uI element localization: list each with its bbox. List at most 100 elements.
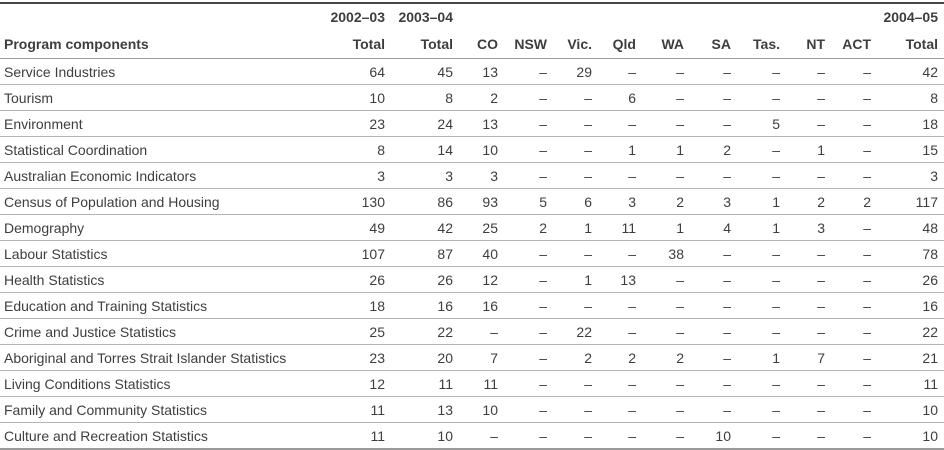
cell-value: – bbox=[731, 84, 780, 111]
cell-value: 11 bbox=[453, 370, 498, 397]
cell-value: 3 bbox=[453, 162, 498, 189]
cell-value: 25 bbox=[453, 214, 498, 241]
cell-value: 13 bbox=[453, 110, 498, 137]
cell-value: 40 bbox=[453, 240, 498, 267]
cell-value: 5 bbox=[731, 110, 780, 137]
cell-value: 42 bbox=[385, 214, 453, 241]
table-row: Demography 49 42 25 2 1 11 1 4 1 3–48 bbox=[0, 214, 944, 241]
cell-value: – bbox=[684, 110, 731, 137]
cell-value: 117 bbox=[871, 188, 944, 215]
cell-value: 13 bbox=[592, 266, 636, 293]
cell-value: 107 bbox=[310, 240, 385, 267]
cell-value: – bbox=[825, 422, 871, 450]
cell-value: – bbox=[498, 396, 547, 423]
row-label: Culture and Recreation Statistics bbox=[0, 422, 310, 450]
cell-value: – bbox=[498, 422, 547, 450]
cell-value: – bbox=[780, 110, 825, 137]
column-header-nt: NT bbox=[780, 30, 825, 59]
cell-value: – bbox=[684, 344, 731, 371]
cell-value: 2 bbox=[780, 188, 825, 215]
cell-value: 38 bbox=[636, 240, 684, 267]
cell-value: 1 bbox=[547, 266, 592, 293]
cell-value: – bbox=[453, 318, 498, 345]
cell-value: 2 bbox=[636, 344, 684, 371]
cell-value: 1 bbox=[636, 136, 684, 163]
cell-value: 3 bbox=[592, 188, 636, 215]
cell-value: 45 bbox=[385, 58, 453, 85]
cell-value: 49 bbox=[310, 214, 385, 241]
cell-value: – bbox=[592, 318, 636, 345]
cell-value: 10 bbox=[871, 422, 944, 450]
year-header-row: 2002–03 2003–04 2004–05 bbox=[0, 3, 944, 30]
cell-value: 93 bbox=[453, 188, 498, 215]
cell-value: – bbox=[636, 422, 684, 450]
cell-value: 12 bbox=[310, 370, 385, 397]
cell-value: 12 bbox=[453, 266, 498, 293]
cell-value: 2 bbox=[636, 188, 684, 215]
cell-value: – bbox=[636, 266, 684, 293]
cell-value: – bbox=[684, 84, 731, 111]
column-header-row: Program components Total Total CO NSW Vi… bbox=[0, 30, 944, 59]
cell-value: 48 bbox=[871, 214, 944, 241]
cell-value: – bbox=[825, 396, 871, 423]
cell-value: – bbox=[592, 396, 636, 423]
cell-value: 22 bbox=[871, 318, 944, 345]
cell-value: – bbox=[547, 396, 592, 423]
cell-value: 1 bbox=[592, 136, 636, 163]
row-label: Demography bbox=[0, 214, 310, 241]
cell-value: 86 bbox=[385, 188, 453, 215]
cell-value: – bbox=[684, 266, 731, 293]
cell-value: 2 bbox=[498, 214, 547, 241]
cell-value: – bbox=[547, 240, 592, 267]
cell-value: – bbox=[731, 266, 780, 293]
cell-value: – bbox=[780, 370, 825, 397]
cell-value: – bbox=[636, 58, 684, 85]
column-header-qld: Qld bbox=[592, 30, 636, 59]
cell-value: 8 bbox=[310, 136, 385, 163]
table-row: Culture and Recreation Statistics 11 10– – –… bbox=[0, 422, 944, 450]
cell-value: – bbox=[825, 292, 871, 319]
cell-value: – bbox=[592, 162, 636, 189]
cell-value: – bbox=[825, 318, 871, 345]
cell-value: 26 bbox=[310, 266, 385, 293]
cell-value: – bbox=[780, 58, 825, 85]
table-row: Statistical Coordination 8 14 10– –1 1 2–1–15 bbox=[0, 136, 944, 163]
cell-value: 10 bbox=[310, 84, 385, 111]
cell-value: – bbox=[592, 58, 636, 85]
column-header-total-2002-03: Total bbox=[310, 30, 385, 59]
cell-value: – bbox=[498, 370, 547, 397]
cell-value: – bbox=[636, 370, 684, 397]
column-header-co: CO bbox=[453, 30, 498, 59]
year-header: 2002–03 bbox=[330, 9, 385, 25]
cell-value: 25 bbox=[310, 318, 385, 345]
cell-value: – bbox=[547, 110, 592, 137]
cell-value: – bbox=[592, 110, 636, 137]
cell-value: – bbox=[592, 240, 636, 267]
column-header-wa: WA bbox=[636, 30, 684, 59]
cell-value: 11 bbox=[871, 370, 944, 397]
cell-value: – bbox=[684, 240, 731, 267]
cell-value: – bbox=[825, 370, 871, 397]
cell-value: – bbox=[825, 136, 871, 163]
cell-value: 29 bbox=[547, 58, 592, 85]
row-label: Tourism bbox=[0, 84, 310, 111]
cell-value: 6 bbox=[592, 84, 636, 111]
row-label: Family and Community Statistics bbox=[0, 396, 310, 423]
cell-value: 1 bbox=[731, 214, 780, 241]
row-label: Education and Training Statistics bbox=[0, 292, 310, 319]
cell-value: 26 bbox=[871, 266, 944, 293]
cell-value: – bbox=[547, 136, 592, 163]
row-label: Aboriginal and Torres Strait Islander St… bbox=[0, 344, 310, 371]
cell-value: – bbox=[498, 344, 547, 371]
cell-value: 22 bbox=[547, 318, 592, 345]
cell-value: – bbox=[780, 162, 825, 189]
cell-value: – bbox=[825, 84, 871, 111]
table-row: Census of Population and Housing 130 86 93 5… bbox=[0, 188, 944, 215]
cell-value: – bbox=[731, 422, 780, 450]
table-row: Aboriginal and Torres Strait Islander St… bbox=[0, 344, 944, 371]
table-row: Environment 23 24 13– – – – –5– –18 bbox=[0, 110, 944, 137]
cell-value: – bbox=[825, 58, 871, 85]
cell-value: 21 bbox=[871, 344, 944, 371]
row-label: Labour Statistics bbox=[0, 240, 310, 267]
column-header-vic: Vic. bbox=[547, 30, 592, 59]
